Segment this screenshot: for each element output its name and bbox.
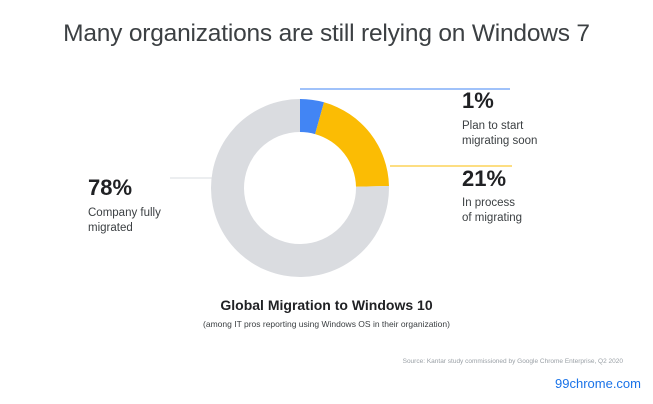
slice-plan-to-start [300,99,325,135]
slice-label-in-process: 21% [462,166,507,191]
slice-desc-in-process-line2: of migrating [462,212,523,224]
chart-title: Global Migration to Windows 10 [220,297,433,313]
slice-desc-fully-migrated-line1: Company fully [88,207,161,219]
slice-desc-fully-migrated-line2: migrated [88,222,133,234]
slice-fully-migrated [211,99,389,277]
page-title: Many organizations are still relying on … [63,20,590,47]
slice-desc-in-process-line1: In process [462,197,516,209]
slice-label-fully-migrated: 78% [88,175,133,200]
slice-desc-plan-to-start-line1: Plan to start [462,120,524,132]
chart-subtitle: (among IT pros reporting using Windows O… [203,319,450,329]
watermark: 99chrome.com [555,376,641,391]
slice-label-plan-to-start: 1% [462,88,494,113]
source-note: Source: Kantar study commissioned by Goo… [402,358,623,365]
slice-in-process [315,102,389,187]
slice-desc-plan-to-start-line2: migrating soon [462,135,538,147]
